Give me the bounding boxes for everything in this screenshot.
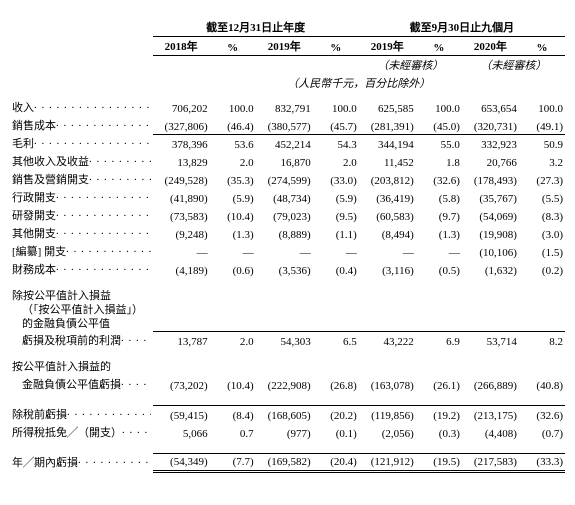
row-gross: 毛利 378,39653.6 452,21454.3 344,19455.0 3… bbox=[10, 134, 565, 152]
row-fvloss: 金融負債公平值虧損 (73,202)(10.4) (222,908)(26.8)… bbox=[10, 375, 565, 393]
row-netloss: 年╱期內虧損 (54,349)(7.7) (169,582)(20.4) (12… bbox=[10, 453, 565, 471]
row-rnd: 研發開支 (73,583)(10.4) (79,023)(9.5) (60,58… bbox=[10, 206, 565, 224]
row-finance: 財務成本 (4,189)(0.6) (3,536)(0.4) (3,116)(0… bbox=[10, 260, 565, 278]
period1-header: 截至12月31日止年度 bbox=[153, 18, 359, 37]
row-profit-b4-l2: （「按公平值計入損益」） bbox=[10, 304, 565, 318]
row-tax: 所得稅抵免╱（開支） 5,0660.7 (977)(0.1) (2,056)(0… bbox=[10, 423, 565, 441]
row-revenue: 收入 706,202100.0 832,791100.0 625,585100.… bbox=[10, 98, 565, 116]
financial-table: 截至12月31日止年度 截至9月30日止九個月 2018年 % 2019年 % … bbox=[10, 18, 565, 473]
row-lossb4tax: 除稅前虧損 (59,415)(8.4) (168,605)(20.2) (119… bbox=[10, 405, 565, 423]
header-years: 2018年 % 2019年 % 2019年 % 2020年 % bbox=[10, 37, 565, 56]
col-2019b: 2019年 bbox=[359, 37, 416, 56]
col-2020: 2020年 bbox=[462, 37, 519, 56]
row-redacted: [編纂] 開支 —— —— —— (10,106)(1.5) bbox=[10, 242, 565, 260]
header-unaudited: （未經審核） （未經審核） bbox=[10, 56, 565, 75]
row-profit-b4: 虧損及稅項前的利潤 13,7872.0 54,3036.5 43,2226.9 … bbox=[10, 331, 565, 349]
row-fvloss-l1: 按公平值計入損益的 bbox=[10, 361, 565, 375]
row-cogs: 銷售成本 (327,806)(46.4) (380,577)(45.7) (28… bbox=[10, 116, 565, 134]
row-otherexp: 其他開支 (9,248)(1.3) (8,889)(1.1) (8,494)(1… bbox=[10, 224, 565, 242]
col-2018: 2018年 bbox=[153, 37, 210, 56]
row-selling: 銷售及營銷開支 (249,528)(35.3) (274,599)(33.0) … bbox=[10, 170, 565, 188]
period2-header: 截至9月30日止九個月 bbox=[359, 18, 565, 37]
row-profit-b4-l3: 的金融負債公平值 bbox=[10, 318, 565, 332]
row-otherinc: 其他收入及收益 13,8292.0 16,8702.0 11,4521.8 20… bbox=[10, 152, 565, 170]
row-admin: 行政開支 (41,890)(5.9) (48,734)(5.9) (36,419… bbox=[10, 188, 565, 206]
header-periods: 截至12月31日止年度 截至9月30日止九個月 bbox=[10, 18, 565, 37]
header-unit: （人民幣千元，百分比除外） bbox=[10, 74, 565, 92]
col-2019a: 2019年 bbox=[256, 37, 313, 56]
row-profit-b4-l1: 除按公平值計入損益 bbox=[10, 290, 565, 304]
